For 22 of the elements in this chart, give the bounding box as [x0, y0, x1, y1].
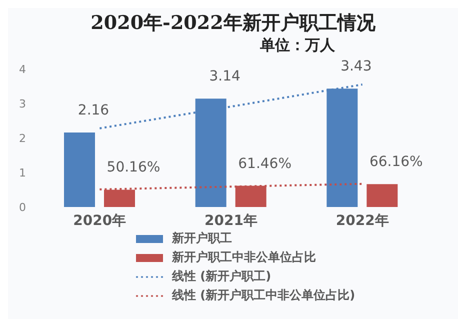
data-label: 2.16 [78, 102, 110, 118]
bar [366, 184, 398, 207]
y-tick-label: 1 [19, 166, 26, 180]
chart-title: 2020年-2022年新开户职工情况 [90, 11, 376, 36]
y-tick-label: 0 [19, 200, 26, 214]
y-tick-label: 3 [19, 97, 26, 110]
data-label: 66.16% [369, 154, 423, 170]
x-tick-label: 2022年 [336, 212, 389, 229]
data-label: 3.43 [340, 58, 372, 75]
legend-label: 线性 (新开户职工中非公单位占比) [172, 287, 356, 304]
chart-subtitle: 单位：万人 [260, 36, 336, 55]
legend-label: 新开户职工中非公单位占比 [172, 249, 316, 266]
legend-label: 新开户职工 [172, 230, 232, 247]
x-tick-label: 2020年 [73, 212, 126, 229]
bar [64, 132, 95, 207]
data-label: 61.46% [238, 156, 292, 172]
x-tick-label: 2021年 [204, 212, 258, 229]
data-label: 3.14 [209, 68, 241, 85]
y-tick-label: 2 [19, 132, 26, 145]
y-tick-label: 4 [19, 62, 26, 76]
data-label: 50.16% [106, 160, 160, 176]
legend-label: 线性 (新开户职工) [172, 268, 272, 285]
